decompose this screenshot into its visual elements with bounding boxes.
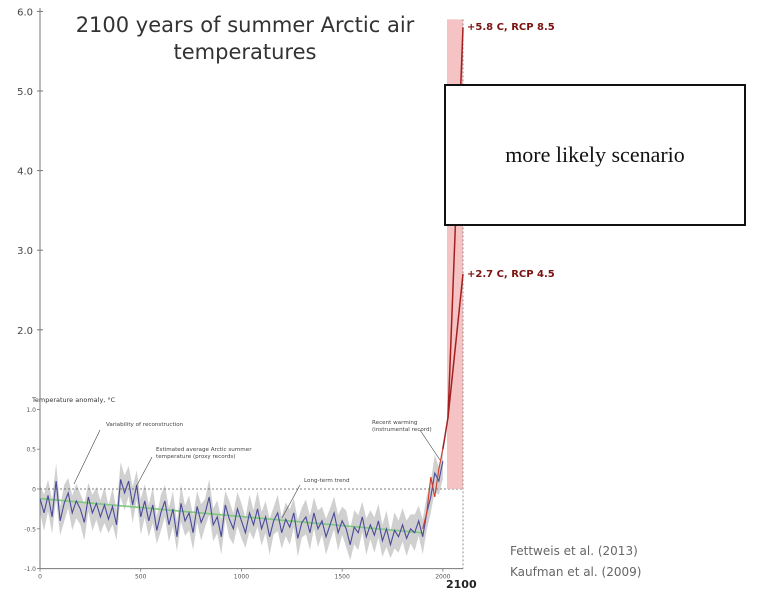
inset-y-tick-label: -1.0 (24, 566, 36, 573)
proxy-temperature-line (39, 461, 444, 547)
inset-y-tick-label: 0 (32, 487, 36, 494)
inset-x-tick-label: 2000 (435, 574, 450, 581)
inset-y-tick-label: 0.5 (26, 447, 36, 454)
citation-fettweis: Fettweis et al. (2013) (510, 544, 638, 558)
annotation-line: temperature (proxy records) (156, 454, 235, 460)
annotation-0: Variability of reconstruction (106, 422, 184, 428)
more-likely-scenario-label: more likely scenario (505, 142, 685, 167)
annotation-leader (419, 429, 441, 461)
outer-y-tick-label: 3.0 (17, 246, 33, 257)
inset-y-tick-label: -0.5 (24, 526, 36, 533)
annotation-line: Variability of reconstruction (106, 422, 184, 428)
long-term-trend-line (39, 497, 423, 534)
variability-band (40, 443, 443, 561)
annotation-line: Long-term trend (304, 478, 350, 484)
outer-axis: 2.0 3.0 4.0 5.0 6.0 (17, 7, 43, 410)
inset-x-tick-label: 1500 (335, 574, 350, 581)
inset-plot: 1.0 0.5 0 -0.5 -1.0 Temperature anomaly, °C 0 5… (24, 396, 463, 581)
projection-start-line (442, 417, 449, 450)
inset-x-tick-label: 500 (135, 574, 147, 581)
inset-y-axis-title: Temperature anomaly, °C (31, 396, 116, 404)
chart-title: 2100 years of summer Arctic air temperat… (75, 13, 415, 64)
annotation-2: Long-term trend (304, 478, 350, 484)
inset-x-tick-label: 0 (38, 574, 42, 581)
annotation-leader (73, 429, 101, 485)
rcp85-label: +5.8 C, RCP 8.5 (467, 22, 555, 34)
citation-kaufman: Kaufman et al. (2009) (510, 565, 642, 579)
inset-y-tick-label: 1.0 (26, 407, 36, 414)
rcp45-label: +2.7 C, RCP 4.5 (467, 269, 555, 281)
annotation-line: Recent warming (372, 420, 418, 426)
x-tick-2100: 2100 (446, 578, 477, 591)
more-likely-scenario-box: more likely scenario (444, 84, 746, 226)
outer-y-tick-label: 2.0 (17, 326, 33, 337)
projection-line-1 (447, 274, 464, 418)
annotation-leader (281, 484, 301, 519)
annotation-3: Recent warming (instrumental record) (372, 420, 432, 433)
annotation-1: Estimated average Arctic summer temperatu… (156, 447, 252, 460)
annotation-line: Estimated average Arctic summer (156, 447, 252, 453)
annotation-line: (instrumental record) (372, 427, 432, 433)
outer-y-tick-label: 6.0 (17, 7, 33, 18)
outer-y-tick-label: 4.0 (17, 167, 33, 178)
inset-x-tick-label: 1000 (234, 574, 249, 581)
instrumental-temperature-line (422, 449, 444, 529)
outer-y-tick-label: 5.0 (17, 87, 33, 98)
annotation-leader (135, 456, 153, 488)
